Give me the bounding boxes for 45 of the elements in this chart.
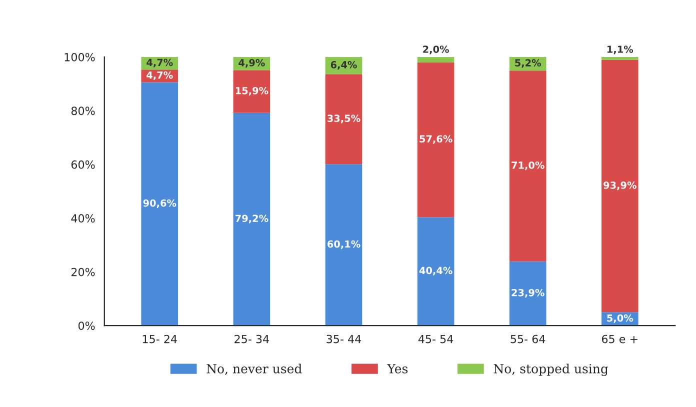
y-tick-label: 100% [64,52,95,62]
legend-label: No, never used [206,364,302,375]
data-label: 4,7% [146,58,173,68]
data-label: 60,1% [327,240,360,249]
data-label: 57,6% [420,135,452,144]
bar [233,70,270,113]
data-label: 4,7% [146,71,173,80]
data-label: 5,2% [515,59,542,68]
y-tick-label: 80% [71,106,95,116]
data-label: 1,1% [608,46,634,54]
x-tick-label: 45- 54 [418,334,454,344]
x-tick-label: 15- 24 [142,334,177,344]
legend-label: Yes [387,364,408,374]
bar [509,261,546,326]
bar [325,164,362,326]
data-label: 79,2% [235,214,268,224]
data-label: 15,9% [236,86,268,96]
y-tick-label: 60% [71,160,95,169]
x-tick-label: 55- 64 [510,334,546,344]
bar [509,70,546,262]
data-label: 71,0% [512,162,544,170]
data-label: 40,4% [419,266,452,276]
data-label: 23,9% [512,288,544,298]
y-tick-label: 0% [78,322,95,330]
bar [233,112,270,326]
y-tick-label: 20% [71,268,95,276]
x-tick-label: 65 e + [602,334,638,344]
data-label: 5,0% [607,314,634,323]
bar [601,56,638,60]
bar [141,82,178,326]
data-label: 33,5% [328,114,360,124]
y-tick-label: 40% [71,214,95,223]
bar [417,217,454,326]
x-tick-label: 35- 44 [326,334,362,344]
legend-label: No, stopped using [494,364,608,376]
data-label: 2,0% [423,46,449,54]
data-label: 6,4% [330,61,357,70]
bar [601,60,638,312]
bar [417,56,454,62]
x-tick-label: 25- 34 [234,334,269,344]
bar [417,62,454,218]
data-label: 90,6% [143,199,176,208]
bar [325,74,362,164]
data-label: 4,9% [238,59,265,68]
data-label: 93,9% [604,182,636,190]
